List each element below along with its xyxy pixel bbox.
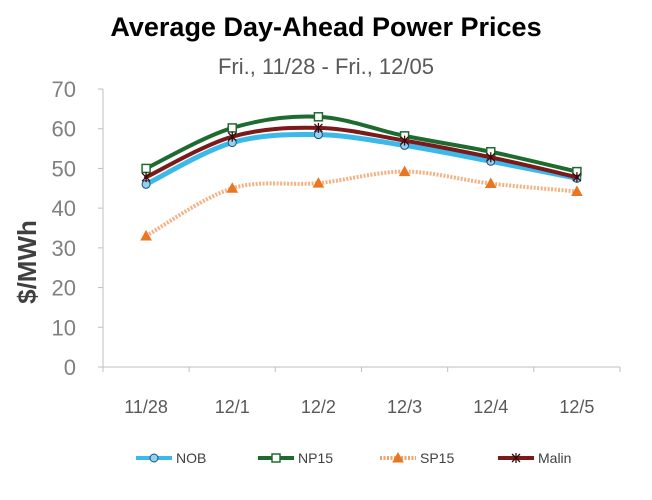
data-point-sp15	[571, 185, 583, 196]
x-tick-label: 12/5	[559, 397, 594, 417]
legend: NOB NP15 SP15 Malin	[136, 450, 571, 466]
y-tick-label: 20	[52, 276, 76, 301]
data-point-np15	[227, 123, 237, 133]
x-tick-label: 12/3	[387, 397, 422, 417]
chart-title: Average Day-Ahead Power Prices	[110, 12, 541, 42]
chart-subtitle: Fri., 11/28 - Fri., 12/05	[218, 54, 434, 79]
series-line-sp15	[145, 169, 578, 238]
legend-item-nob: NOB	[136, 450, 206, 466]
legend-label-malin: Malin	[538, 450, 571, 466]
x-tick-label: 12/2	[301, 397, 336, 417]
data-point-sp15	[140, 229, 152, 241]
y-tick-label: 0	[64, 355, 76, 380]
legend-marker-sp15	[392, 451, 404, 463]
y-tick-label: 50	[52, 156, 76, 181]
data-point-sp15	[398, 165, 411, 177]
series-line-np15	[144, 114, 579, 174]
data-point-malin	[572, 172, 582, 183]
series-line-malin	[144, 125, 579, 180]
legend-marker-malin	[511, 453, 521, 463]
data-point-malin	[141, 172, 151, 183]
data-point-malin	[486, 152, 496, 163]
plot-area: 0 10 20 30 40 50 60 70 11/28 12/1 12/2 12/3 12/4 12/5	[52, 77, 621, 417]
y-tick-label: 40	[52, 196, 76, 221]
y-axis-label: $/MWh	[12, 220, 42, 304]
legend-item-sp15: SP15	[380, 450, 454, 466]
legend-marker-np15	[271, 453, 281, 463]
legend-marker-nob	[149, 453, 159, 463]
data-point-malin	[313, 122, 323, 133]
data-point-np15	[313, 112, 324, 122]
legend-item-malin: Malin	[498, 450, 571, 466]
legend-item-np15: NP15	[258, 450, 333, 466]
legend-label-sp15: SP15	[420, 450, 454, 466]
legend-label-np15: NP15	[298, 450, 333, 466]
y-tick-label: 30	[52, 236, 76, 261]
y-tick-label: 10	[52, 315, 76, 340]
y-tick-label: 60	[52, 117, 76, 142]
data-point-malin	[227, 131, 237, 142]
series-line-nob	[143, 132, 580, 187]
x-tick-label: 12/4	[473, 397, 508, 417]
legend-label-nob: NOB	[176, 450, 206, 466]
data-point-sp15	[484, 177, 497, 189]
data-point-np15	[141, 163, 151, 174]
data-point-sp15	[226, 182, 239, 193]
y-tick-label: 70	[52, 77, 76, 102]
data-point-malin	[400, 135, 410, 146]
x-tick-label: 12/1	[215, 397, 250, 417]
data-point-sp15	[312, 177, 325, 188]
x-tick-label: 11/28	[124, 397, 168, 417]
